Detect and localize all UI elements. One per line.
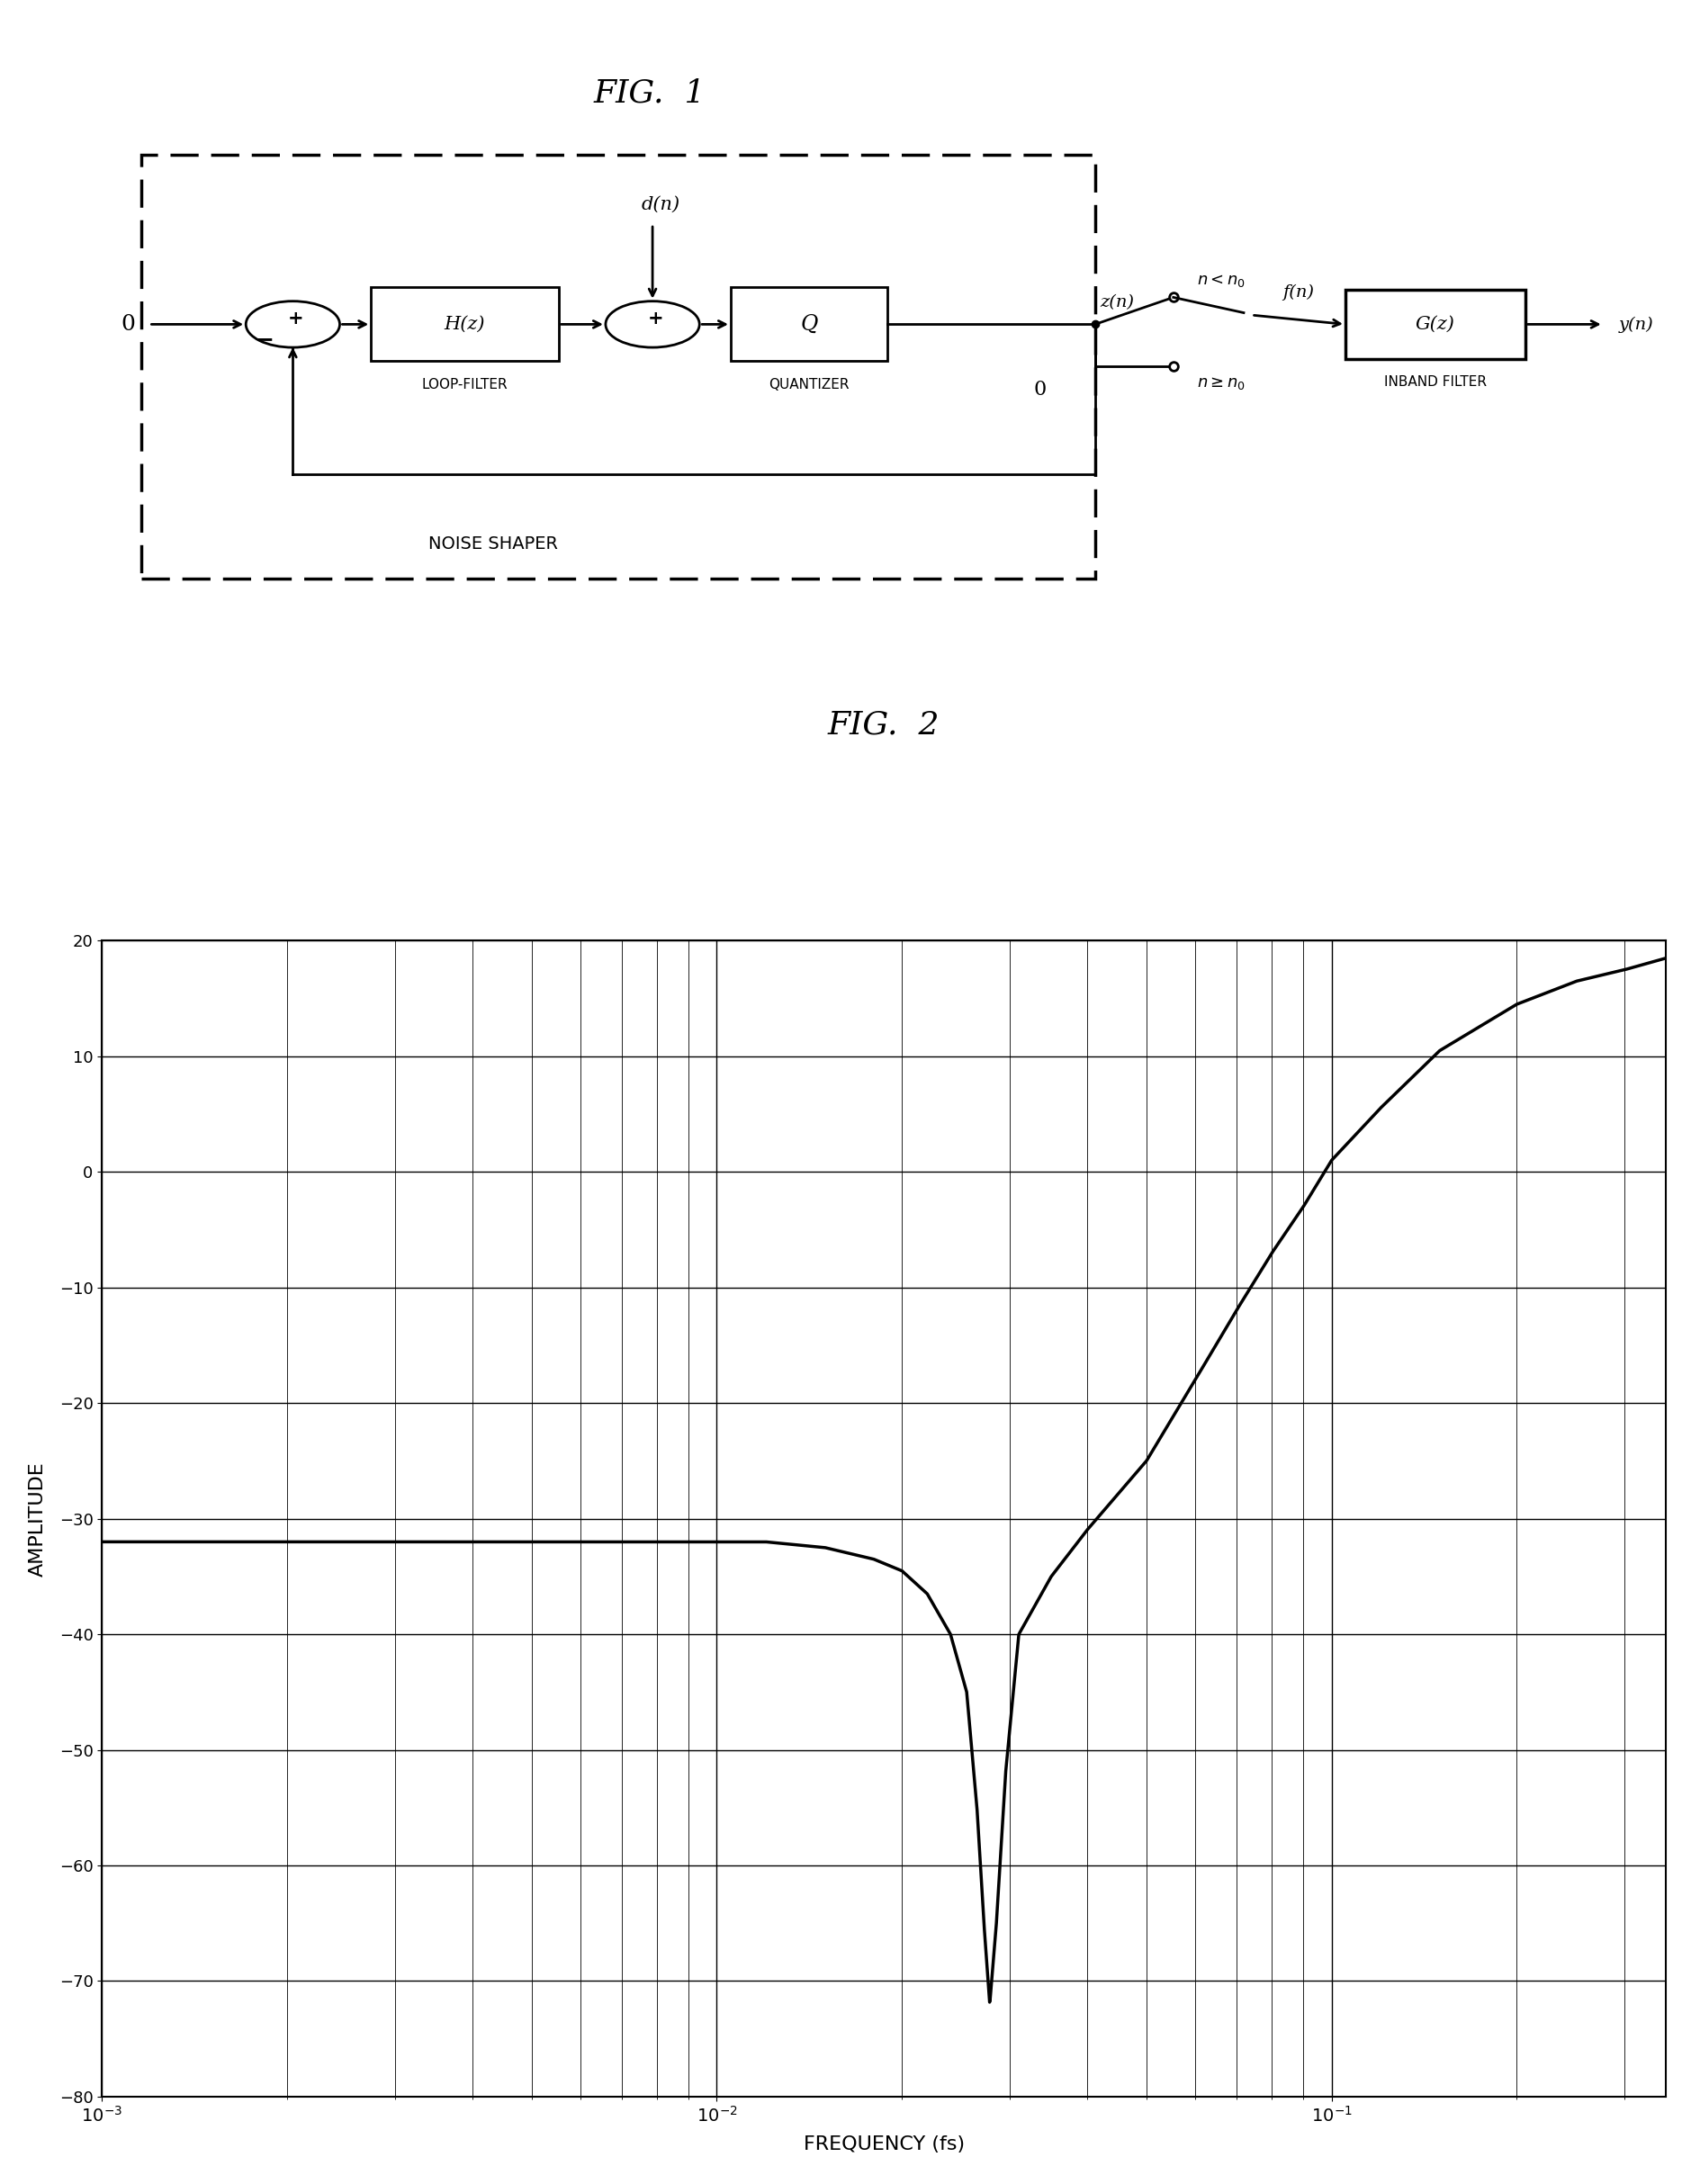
Text: f(n): f(n) (1283, 284, 1314, 299)
Text: Q: Q (801, 314, 818, 334)
FancyBboxPatch shape (1345, 290, 1525, 358)
Text: y(n): y(n) (1618, 317, 1654, 332)
Text: +: + (648, 310, 663, 328)
Text: 0: 0 (1034, 380, 1047, 400)
Text: 0: 0 (121, 314, 134, 334)
Text: FIG.  2: FIG. 2 (828, 710, 940, 740)
Text: G(z): G(z) (1416, 317, 1455, 332)
Text: H(z): H(z) (444, 317, 484, 332)
Text: QUANTIZER: QUANTIZER (768, 378, 850, 391)
Text: d(n): d(n) (641, 197, 680, 214)
Text: INBAND FILTER: INBAND FILTER (1384, 376, 1486, 389)
Text: LOOP-FILTER: LOOP-FILTER (422, 378, 508, 391)
FancyBboxPatch shape (731, 288, 887, 360)
Text: z(n): z(n) (1100, 295, 1134, 310)
Text: $n\geq n_0$: $n\geq n_0$ (1197, 376, 1246, 391)
Y-axis label: AMPLITUDE: AMPLITUDE (29, 1461, 46, 1577)
Text: −: − (255, 330, 274, 349)
Text: FIG.  1: FIG. 1 (593, 79, 705, 109)
Text: NOISE SHAPER: NOISE SHAPER (428, 535, 558, 553)
Text: +: + (287, 310, 304, 328)
X-axis label: FREQUENCY (fs): FREQUENCY (fs) (804, 2136, 964, 2153)
FancyBboxPatch shape (371, 288, 559, 360)
Text: $n<n_0$: $n<n_0$ (1197, 273, 1246, 288)
